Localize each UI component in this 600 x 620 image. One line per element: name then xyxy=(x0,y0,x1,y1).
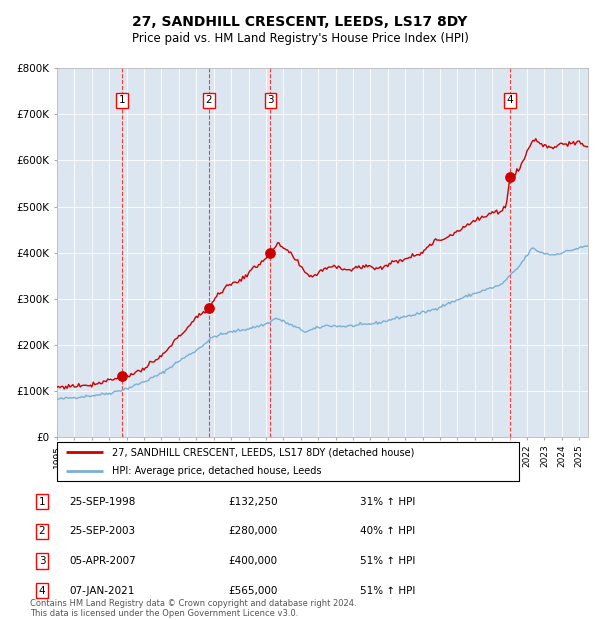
Text: £280,000: £280,000 xyxy=(228,526,277,536)
Text: 27, SANDHILL CRESCENT, LEEDS, LS17 8DY: 27, SANDHILL CRESCENT, LEEDS, LS17 8DY xyxy=(133,16,467,30)
Text: 40% ↑ HPI: 40% ↑ HPI xyxy=(360,526,415,536)
Text: 27, SANDHILL CRESCENT, LEEDS, LS17 8DY (detached house): 27, SANDHILL CRESCENT, LEEDS, LS17 8DY (… xyxy=(112,448,415,458)
Text: 31% ↑ HPI: 31% ↑ HPI xyxy=(360,497,415,507)
Text: Price paid vs. HM Land Registry's House Price Index (HPI): Price paid vs. HM Land Registry's House … xyxy=(131,32,469,45)
Text: 25-SEP-1998: 25-SEP-1998 xyxy=(69,497,136,507)
Point xyxy=(505,172,515,182)
Text: 51% ↑ HPI: 51% ↑ HPI xyxy=(360,556,415,566)
Text: 25-SEP-2003: 25-SEP-2003 xyxy=(69,526,135,536)
Text: 4: 4 xyxy=(506,95,514,105)
Text: 1: 1 xyxy=(38,497,46,507)
Text: £400,000: £400,000 xyxy=(228,556,277,566)
Text: 3: 3 xyxy=(38,556,46,566)
Text: 05-APR-2007: 05-APR-2007 xyxy=(69,556,136,566)
Text: 51% ↑ HPI: 51% ↑ HPI xyxy=(360,586,415,596)
Point xyxy=(204,303,214,313)
Text: Contains HM Land Registry data © Crown copyright and database right 2024.
This d: Contains HM Land Registry data © Crown c… xyxy=(30,599,356,618)
Text: 4: 4 xyxy=(38,586,46,596)
Text: HPI: Average price, detached house, Leeds: HPI: Average price, detached house, Leed… xyxy=(112,466,322,476)
Text: £132,250: £132,250 xyxy=(228,497,278,507)
Text: 07-JAN-2021: 07-JAN-2021 xyxy=(69,586,134,596)
Point xyxy=(117,371,127,381)
Text: 1: 1 xyxy=(119,95,125,105)
Text: 2: 2 xyxy=(206,95,212,105)
Text: 3: 3 xyxy=(267,95,274,105)
Text: £565,000: £565,000 xyxy=(228,586,277,596)
FancyBboxPatch shape xyxy=(57,442,519,481)
Text: 2: 2 xyxy=(38,526,46,536)
Point xyxy=(266,248,275,258)
